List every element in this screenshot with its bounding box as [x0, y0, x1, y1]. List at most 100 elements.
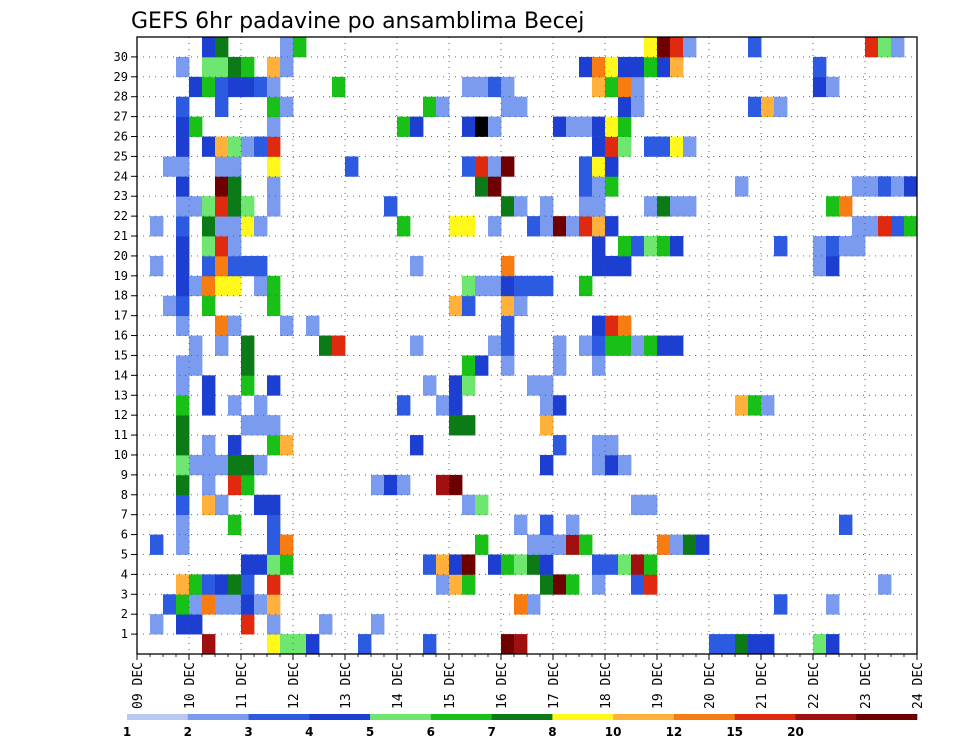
- cell-m1-t1: [150, 614, 164, 635]
- cell-m27-t38: [631, 96, 645, 118]
- cell-m25-t42: [683, 136, 697, 157]
- cell-m6-t3: [176, 514, 190, 535]
- colorbar-swatch-8: [613, 714, 675, 720]
- cell-m22-t5: [202, 196, 216, 217]
- cell-m29-t40: [657, 56, 671, 78]
- cell-m4-t37: [618, 554, 632, 575]
- cell-m5-t33: [566, 534, 580, 555]
- cell-m9-t8: [241, 454, 255, 476]
- cell-m25-t39: [644, 136, 658, 157]
- cell-m25-t40: [657, 136, 671, 157]
- cell-m18-t30: [527, 275, 541, 297]
- cell-m22-t54: [839, 196, 853, 217]
- cell-m18-t7: [228, 275, 242, 297]
- cell-m19-t5: [202, 255, 216, 277]
- ytick-label-12: 12: [114, 408, 128, 422]
- cell-m15-t21: [410, 335, 424, 356]
- cell-m27-t48: [761, 96, 775, 118]
- cell-m24-t34: [579, 156, 593, 177]
- colorbar-label-2: 3: [244, 725, 252, 739]
- cell-m21-t8: [241, 216, 255, 237]
- cell-m0-t47: [748, 634, 762, 655]
- cell-m11-t8: [241, 415, 255, 436]
- cell-m22-t34: [579, 196, 593, 217]
- cell-m27-t6: [215, 96, 229, 118]
- xtick-label-5: 14 DEC: [391, 662, 406, 709]
- cell-m0-t17: [358, 634, 372, 655]
- cell-m0-t12: [293, 634, 307, 655]
- cell-m4-t24: [449, 554, 463, 575]
- cell-m13-t24: [449, 375, 463, 396]
- cell-m0-t13: [306, 634, 320, 655]
- cell-m9-t4: [189, 454, 203, 476]
- xtick-label-3: 12 DEC: [287, 662, 302, 709]
- cell-m0-t11: [280, 634, 294, 655]
- cell-m2-t53: [826, 594, 840, 615]
- cell-m8-t3: [176, 474, 190, 496]
- cell-m30-t47: [748, 37, 762, 58]
- cell-m20-t3: [176, 236, 190, 257]
- cell-m19-t36: [605, 255, 619, 277]
- ytick-label-4: 4: [121, 567, 128, 581]
- cell-m23-t7: [228, 176, 242, 197]
- cell-m26-t32: [553, 116, 567, 137]
- cell-m13-t3: [176, 375, 190, 396]
- cell-m5-t41: [670, 534, 684, 555]
- cell-m25-t3: [176, 136, 190, 157]
- cell-m21-t9: [254, 216, 268, 237]
- cell-m16-t7: [228, 315, 242, 336]
- cell-m10-t5: [202, 435, 216, 456]
- cell-m27-t10: [267, 96, 281, 118]
- xtick-label-12: 21 DEC: [755, 662, 770, 709]
- cell-m12-t23: [436, 395, 450, 416]
- colorbar-swatch-3: [309, 714, 371, 720]
- cell-m23-t35: [592, 176, 606, 197]
- cell-m0-t52: [813, 634, 827, 655]
- cell-m7-t9: [254, 494, 268, 516]
- xtick-label-13: 22 DEC: [807, 662, 822, 709]
- cell-m4-t30: [527, 554, 541, 575]
- cell-m24-t7: [228, 156, 242, 177]
- cell-m7-t5: [202, 494, 216, 516]
- chart-title: GEFS 6hr padavine po ansamblima Becej: [131, 9, 584, 34]
- x-axis-ticks: 09 DEC 10 DEC 11 DEC 12 DEC 13 DEC 14 DEC 15 D…: [131, 654, 926, 709]
- colorbar-swatch-10: [734, 714, 796, 720]
- xtick-label-6: 15 DEC: [443, 662, 458, 709]
- cell-m20-t7: [228, 236, 242, 257]
- cell-m5-t31: [540, 534, 554, 555]
- cell-m23-t26: [475, 176, 489, 197]
- cell-m28-t37: [618, 76, 632, 98]
- ytick-label-10: 10: [114, 448, 128, 462]
- cell-m8-t8: [241, 474, 255, 496]
- ytick-label-28: 28: [114, 90, 128, 104]
- cell-m23-t59: [904, 176, 918, 197]
- cell-m28-t38: [631, 76, 645, 98]
- cell-m28-t52: [813, 76, 827, 98]
- cell-m21-t30: [527, 216, 541, 237]
- cell-m18-t31: [540, 275, 554, 297]
- cell-m29-t3: [176, 56, 190, 78]
- cell-m20-t35: [592, 236, 606, 257]
- cell-m24-t35: [592, 156, 606, 177]
- cell-m20-t55: [852, 236, 866, 257]
- colorbar-label-6: 7: [487, 725, 495, 739]
- cell-m13-t8: [241, 375, 255, 396]
- cell-m13-t30: [527, 375, 541, 396]
- cell-m29-t11: [280, 56, 294, 78]
- cell-m13-t5: [202, 375, 216, 396]
- cell-m28-t7: [228, 76, 242, 98]
- ytick-label-11: 11: [114, 428, 128, 442]
- cell-m15-t4: [189, 335, 203, 356]
- cell-m10-t32: [553, 435, 567, 456]
- cell-m26-t4: [189, 116, 203, 137]
- cell-m12-t20: [397, 395, 411, 416]
- cell-m26-t20: [397, 116, 411, 137]
- cell-m11-t24: [449, 415, 463, 436]
- cell-m3-t24: [449, 574, 463, 595]
- cell-m26-t10: [267, 116, 281, 137]
- cell-m18-t29: [514, 275, 528, 297]
- cell-m2-t49: [774, 594, 788, 615]
- cell-m22-t8: [241, 196, 255, 217]
- cell-m27-t28: [501, 96, 515, 118]
- cell-m5-t11: [280, 534, 294, 555]
